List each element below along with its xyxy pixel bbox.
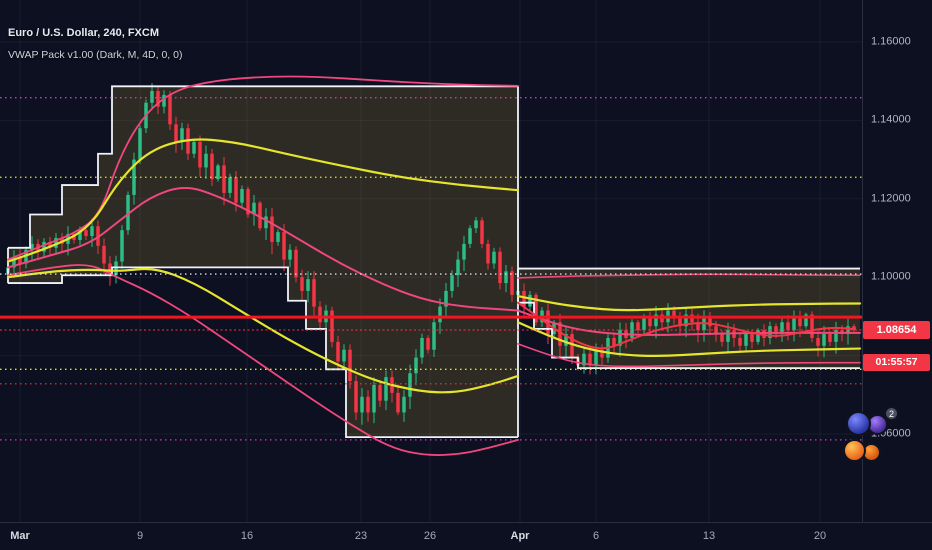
price-axis[interactable]: 1.16000 1.14000 1.12000 1.10000 1.06000 xyxy=(862,0,932,522)
idea-count-badge: 2 xyxy=(884,406,899,421)
price-tick-1.14000: 1.14000 xyxy=(871,113,911,126)
time-tick-20: 20 xyxy=(813,530,827,542)
vwap-upper1-april xyxy=(516,294,862,312)
price-tick-1.06000: 1.06000 xyxy=(871,427,911,440)
vwap-lower1-march xyxy=(6,267,520,394)
vwap-upper2-march xyxy=(7,75,519,261)
idea-avatar-1[interactable] xyxy=(846,411,871,436)
time-tick-23: 23 xyxy=(354,530,368,542)
time-tick-Apr: Apr xyxy=(510,530,530,542)
vwap-band-outlines xyxy=(7,85,860,439)
time-tick-Mar: Mar xyxy=(10,530,30,542)
vwap-march xyxy=(7,187,519,312)
time-tick-26: 26 xyxy=(423,530,437,542)
last-price-badge: 1.08654 xyxy=(863,320,930,339)
reaction-bubble-1[interactable] xyxy=(843,439,866,462)
vwap-lower1-april xyxy=(516,321,862,357)
chart-legend: Euro / U.S. Dollar, 240, FXCM VWAP Pack … xyxy=(8,28,182,72)
time-tick-16: 16 xyxy=(240,530,254,542)
vwap-band-fills xyxy=(8,86,860,438)
bar-countdown-badge: 01:55:57 xyxy=(863,353,930,371)
time-tick-9: 9 xyxy=(136,530,144,542)
level-lines xyxy=(0,97,862,441)
vwap-upper1-march xyxy=(6,138,520,263)
chart-canvas[interactable] xyxy=(0,0,862,522)
time-axis[interactable]: Mar 9 16 23 26 Apr 6 13 20 xyxy=(0,522,932,550)
symbol-legend[interactable]: Euro / U.S. Dollar, 240, FXCM xyxy=(8,27,159,39)
time-tick-13: 13 xyxy=(702,530,716,542)
price-tick-1.10000: 1.10000 xyxy=(871,270,911,283)
time-tick-6: 6 xyxy=(592,530,600,542)
vwap-lower2-april xyxy=(517,343,861,368)
price-tick-1.16000: 1.16000 xyxy=(871,35,911,48)
vwap-4d xyxy=(517,301,856,350)
vwap-april xyxy=(517,309,861,336)
indicator-legend[interactable]: VWAP Pack v1.00 (Dark, M, 4D, 0, 0) xyxy=(8,49,183,61)
price-tick-1.12000: 1.12000 xyxy=(871,192,911,205)
